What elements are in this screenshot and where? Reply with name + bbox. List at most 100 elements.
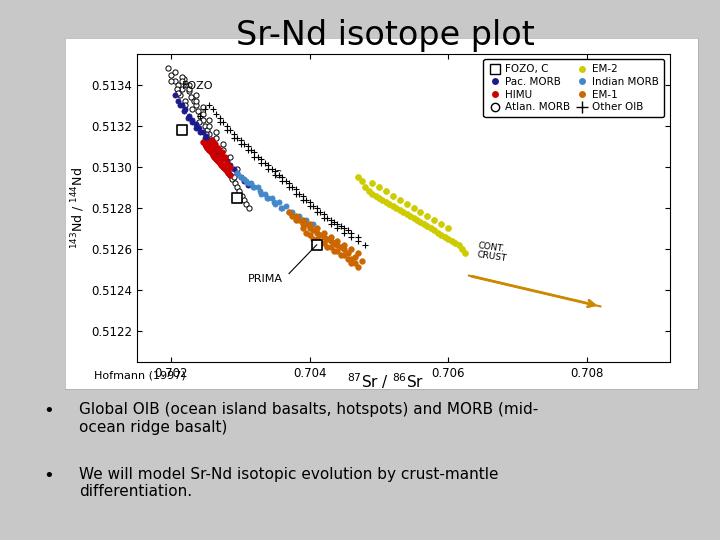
Point (217, 163, 229, 171)
Point (212, 148, 224, 157)
Point (204, 116, 215, 124)
Point (280, 177, 292, 186)
Point (214, 113, 225, 122)
Point (307, 220, 319, 228)
Point (231, 168, 243, 177)
Point (273, 171, 284, 179)
Point (190, 97, 202, 105)
Point (188, 97, 199, 105)
Point (332, 240, 343, 249)
Y-axis label: $^{143}$Nd / $^{144}$Nd: $^{143}$Nd / $^{144}$Nd (69, 167, 87, 249)
Point (311, 224, 323, 233)
Point (176, 76, 187, 85)
Point (408, 204, 419, 212)
Point (338, 228, 350, 237)
Point (411, 216, 423, 225)
Point (229, 179, 240, 187)
Point (353, 173, 364, 181)
Point (297, 195, 309, 204)
Point (325, 232, 336, 241)
Point (315, 239, 326, 247)
Point (297, 191, 309, 200)
Point (231, 168, 243, 177)
Point (242, 142, 253, 151)
Point (373, 183, 384, 192)
Point (221, 126, 233, 134)
Point (204, 146, 215, 155)
Text: CONT.
CRUST: CONT. CRUST (476, 241, 508, 264)
Point (199, 134, 210, 143)
Point (349, 253, 361, 261)
Point (199, 140, 210, 149)
Point (216, 148, 228, 157)
Point (220, 152, 231, 161)
Point (240, 199, 252, 208)
Point (219, 165, 230, 173)
Point (221, 167, 233, 176)
Point (401, 199, 413, 208)
Point (199, 122, 210, 130)
Point (408, 214, 419, 222)
Point (173, 97, 184, 105)
Point (174, 101, 186, 110)
Point (342, 226, 354, 235)
Point (307, 234, 319, 243)
Point (252, 183, 264, 192)
Point (318, 228, 329, 237)
Point (217, 163, 229, 171)
Point (200, 132, 212, 140)
Point (192, 107, 204, 116)
Point (311, 204, 323, 212)
Text: PRIMA: PRIMA (248, 274, 282, 284)
Point (242, 179, 253, 187)
Point (214, 148, 225, 157)
Point (387, 201, 399, 210)
Point (235, 140, 246, 149)
Point (318, 210, 329, 218)
Point (359, 183, 371, 192)
Point (206, 148, 217, 157)
Point (380, 187, 392, 196)
Point (428, 226, 440, 235)
Point (205, 148, 217, 157)
Point (415, 208, 426, 217)
Point (207, 142, 219, 151)
Point (186, 116, 198, 124)
Text: FOZO: FOZO (181, 81, 213, 91)
Point (194, 111, 206, 120)
Point (318, 239, 329, 247)
Point (256, 154, 267, 163)
Point (217, 117, 229, 126)
Point (186, 105, 198, 114)
Legend: FOZO, C, Pac. MORB, HIMU, Atlan. MORB, EM-2, Indian MORB, EM-1, Other OIB: FOZO, C, Pac. MORB, HIMU, Atlan. MORB, E… (483, 59, 665, 117)
Point (181, 80, 192, 89)
Point (304, 198, 315, 206)
Point (211, 154, 222, 163)
Point (171, 85, 183, 93)
Point (283, 208, 294, 217)
Point (315, 230, 326, 239)
Point (248, 152, 260, 161)
Point (248, 183, 260, 192)
Point (446, 237, 457, 245)
Point (221, 122, 233, 130)
Point (397, 208, 409, 217)
Point (211, 154, 222, 163)
Point (353, 249, 364, 258)
Text: Global OIB (ocean island basalts, hotspots) and MORB (mid-
ocean ridge basalt): Global OIB (ocean island basalts, hotspo… (79, 402, 539, 435)
Point (353, 232, 364, 241)
Point (401, 210, 413, 218)
Point (169, 91, 181, 99)
Point (254, 187, 266, 196)
Point (179, 101, 191, 110)
Point (338, 251, 350, 259)
Point (225, 160, 236, 169)
Point (206, 136, 217, 145)
Point (269, 171, 281, 179)
Point (240, 177, 252, 186)
Point (269, 199, 281, 208)
Point (346, 228, 357, 237)
Point (304, 220, 315, 228)
Point (238, 175, 250, 184)
Point (459, 249, 471, 258)
